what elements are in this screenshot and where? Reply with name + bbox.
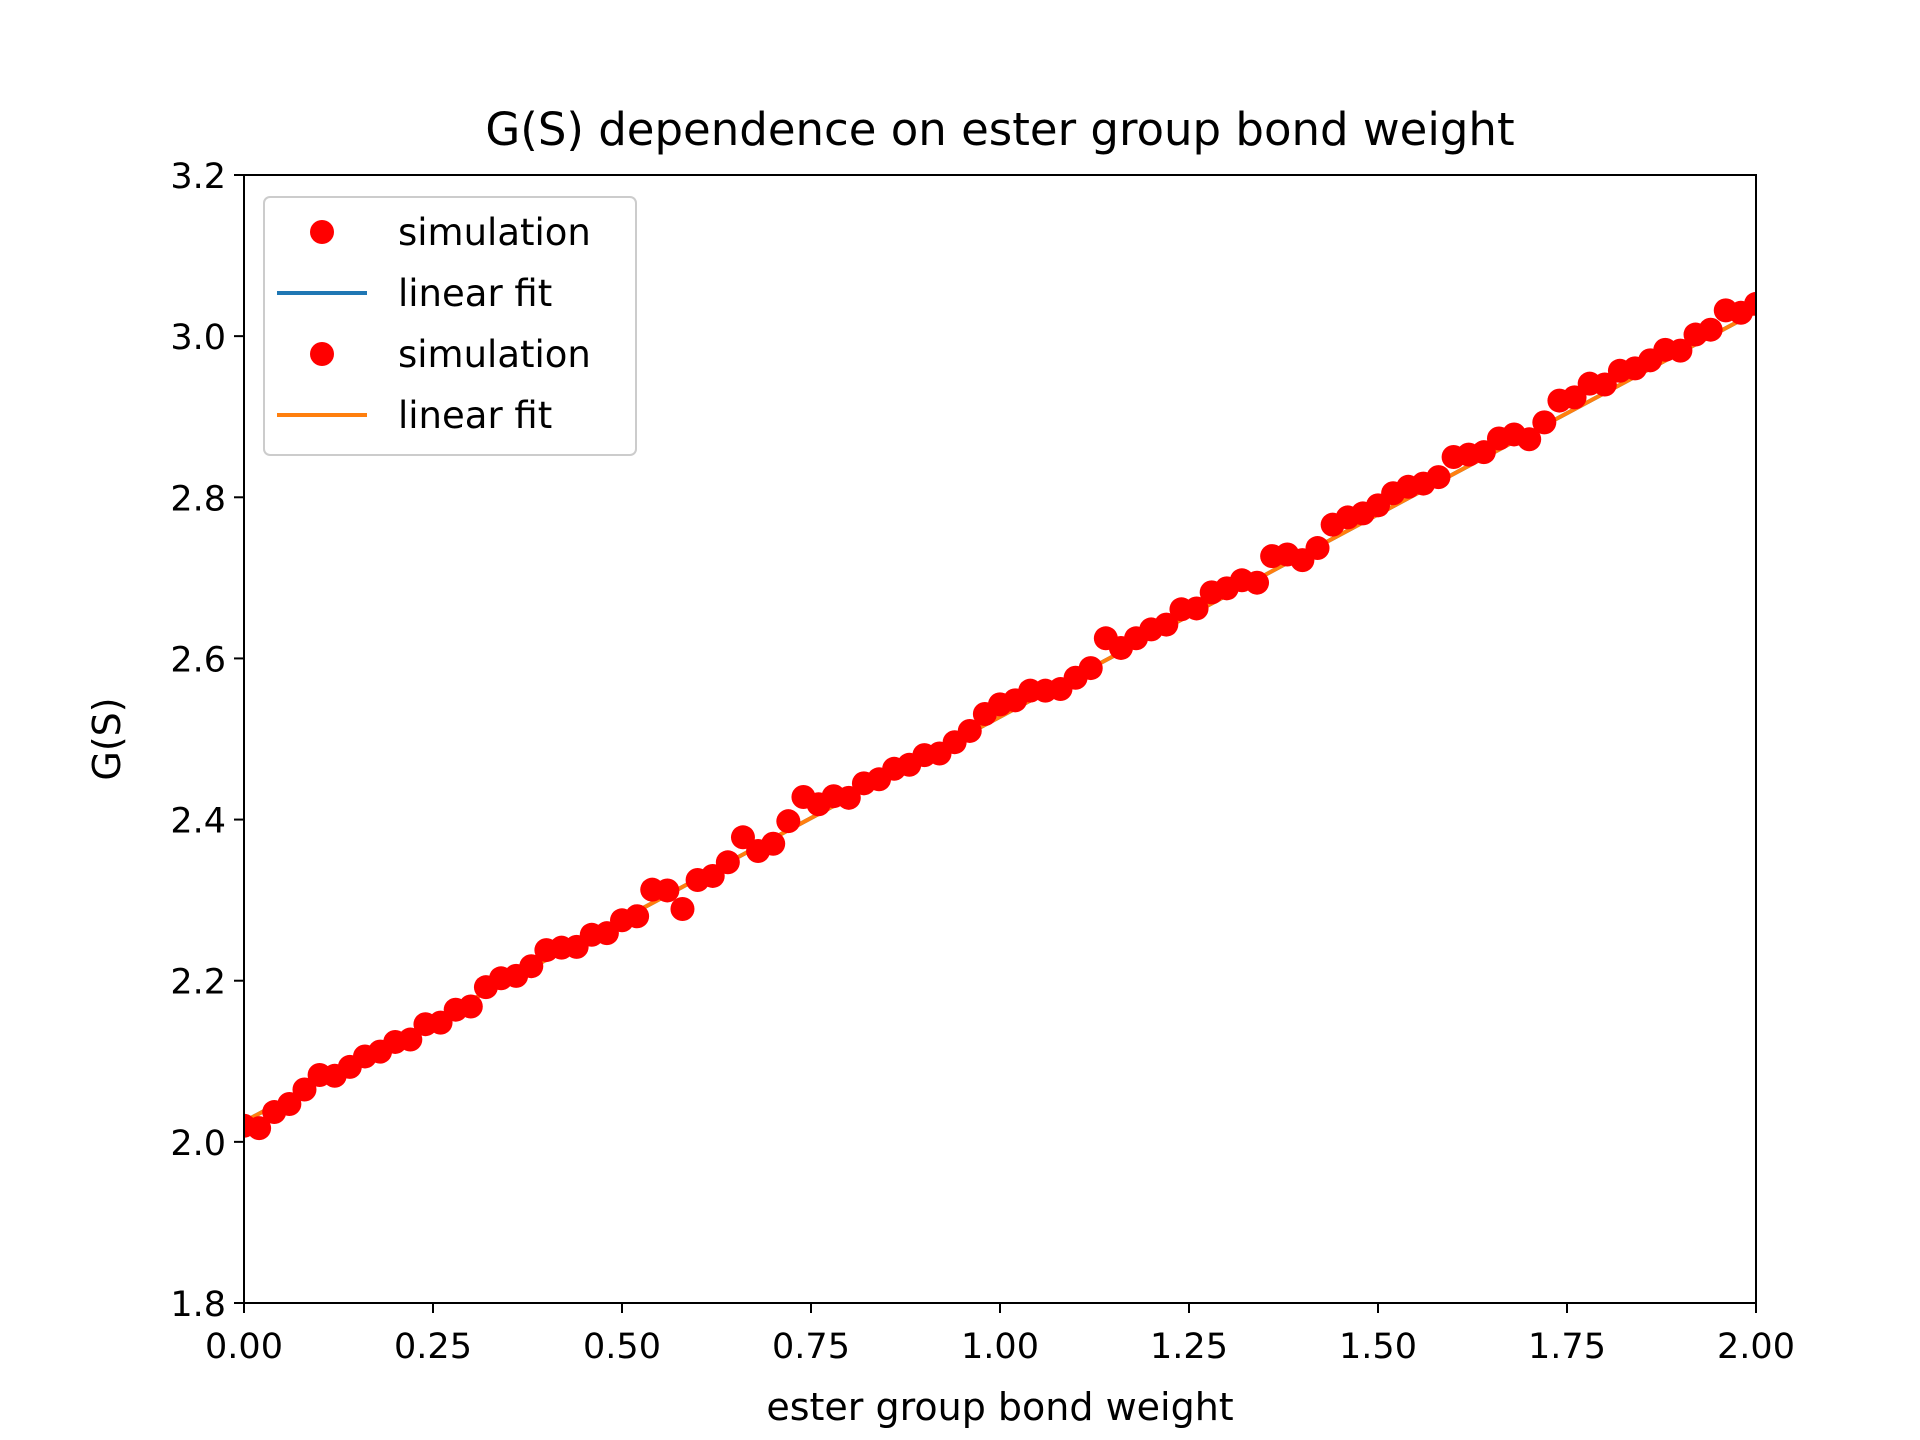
data-point — [625, 904, 650, 929]
x-tick-label: 1.00 — [961, 1327, 1039, 1367]
y-tick-label: 2.4 — [170, 802, 226, 842]
x-axis-label: ester group bond weight — [766, 1385, 1233, 1429]
x-tick-label: 0.50 — [583, 1327, 661, 1367]
data-point — [715, 850, 740, 875]
data-point — [277, 1091, 302, 1116]
legend-marker-icon — [310, 342, 334, 366]
legend-label: simulation — [398, 333, 591, 376]
legend-label: linear fit — [398, 394, 552, 437]
data-point — [670, 897, 695, 922]
data-point — [519, 954, 544, 979]
data-point — [1078, 656, 1103, 681]
data-point — [1532, 410, 1557, 435]
data-point — [836, 785, 861, 810]
legend-label: linear fit — [398, 272, 552, 315]
y-axis: 1.8 2.0 2.2 2.4 2.6 2.8 3.0 3.2 — [170, 157, 244, 1325]
data-point — [398, 1027, 423, 1052]
y-tick-label: 2.8 — [170, 479, 226, 519]
data-point — [1154, 612, 1179, 637]
data-point — [655, 878, 680, 903]
legend-frame — [263, 196, 637, 456]
data-point — [761, 831, 786, 856]
data-point — [247, 1116, 272, 1141]
y-axis-label: G(S) — [85, 697, 129, 780]
x-tick-label: 2.00 — [1717, 1327, 1795, 1367]
chart-title: G(S) dependence on ester group bond weig… — [485, 103, 1514, 156]
x-tick-label: 0.75 — [772, 1327, 850, 1367]
data-point — [776, 809, 801, 834]
y-tick-label: 2.0 — [170, 1124, 226, 1164]
scatter-markers — [244, 291, 1756, 1141]
y-tick-label: 1.8 — [170, 1285, 226, 1325]
legend-marker-icon — [310, 220, 334, 244]
data-point — [1184, 596, 1209, 621]
y-tick-label: 3.2 — [170, 157, 226, 197]
data-point — [292, 1077, 317, 1102]
y-tick-label: 2.6 — [170, 640, 226, 680]
x-tick-label: 0.00 — [205, 1327, 283, 1367]
x-tick-label: 1.25 — [1150, 1327, 1228, 1367]
data-point — [1744, 291, 1756, 316]
data-point — [1698, 317, 1723, 342]
legend-entries: simulation linear fit simulation linear fit — [277, 211, 591, 437]
x-tick-label: 1.50 — [1339, 1327, 1417, 1367]
data-point — [1517, 427, 1542, 452]
x-axis: 0.00 0.25 0.50 0.75 1.00 1.25 1.50 1.75 2.00 — [205, 1303, 1795, 1367]
data-point — [1668, 338, 1693, 363]
data-point — [957, 718, 982, 743]
data-point — [1245, 570, 1270, 595]
data-point — [458, 994, 483, 1019]
data-point — [1305, 536, 1330, 561]
y-tick-label: 2.2 — [170, 963, 226, 1003]
data-point — [1426, 465, 1451, 490]
legend: simulation linear fit simulation linear fit — [263, 196, 637, 456]
legend-label: simulation — [398, 211, 591, 254]
x-tick-label: 1.75 — [1528, 1327, 1606, 1367]
x-tick-label: 0.25 — [394, 1327, 472, 1367]
y-tick-label: 3.0 — [170, 318, 226, 358]
